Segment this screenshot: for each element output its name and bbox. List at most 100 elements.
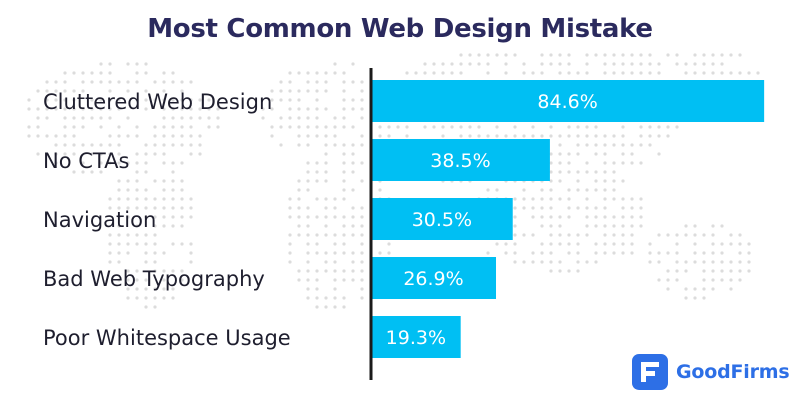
map-dot <box>126 287 130 291</box>
map-dot <box>108 197 112 201</box>
map-dot <box>351 278 355 282</box>
map-dot <box>333 71 337 75</box>
map-dot <box>63 71 67 75</box>
map-dot <box>198 143 202 147</box>
map-dot <box>657 278 661 282</box>
map-dot <box>639 53 643 57</box>
map-dot <box>360 296 364 300</box>
map-dot <box>126 197 130 201</box>
map-dot <box>279 143 283 147</box>
map-dot <box>360 98 364 102</box>
map-dot <box>27 98 31 102</box>
map-dot <box>333 233 337 237</box>
map-dot <box>549 251 553 255</box>
map-dot <box>342 107 346 111</box>
map-dot <box>360 260 364 264</box>
map-dot <box>648 143 652 147</box>
map-dot <box>504 62 508 66</box>
map-dot <box>180 215 184 219</box>
map-dot <box>513 215 517 219</box>
map-dot <box>630 143 634 147</box>
map-dot <box>171 197 175 201</box>
map-dot <box>549 206 553 210</box>
map-dot <box>99 161 103 165</box>
map-dot <box>90 152 94 156</box>
map-dot <box>162 80 166 84</box>
map-dot <box>387 251 391 255</box>
map-dot <box>603 251 607 255</box>
map-dot <box>162 89 166 93</box>
map-dot <box>576 170 580 174</box>
goodfirms-logo: GoodFirms <box>632 354 790 390</box>
map-dot <box>378 251 382 255</box>
map-dot <box>594 188 598 192</box>
map-dot <box>360 161 364 165</box>
map-dot <box>351 224 355 228</box>
map-dot <box>351 161 355 165</box>
map-dot <box>171 224 175 228</box>
map-dot <box>558 242 562 246</box>
map-dot <box>567 269 571 273</box>
map-dot <box>180 242 184 246</box>
map-dot <box>333 143 337 147</box>
map-dot <box>621 197 625 201</box>
map-dot <box>189 116 193 120</box>
map-dot <box>549 233 553 237</box>
map-dot <box>315 179 319 183</box>
map-dot <box>522 134 526 138</box>
map-dot <box>648 134 652 138</box>
map-dot <box>270 134 274 138</box>
map-dot <box>153 206 157 210</box>
map-dot <box>360 215 364 219</box>
map-dot <box>333 278 337 282</box>
map-dot <box>342 269 346 273</box>
map-dot <box>621 152 625 156</box>
map-dot <box>693 251 697 255</box>
map-dot <box>594 242 598 246</box>
map-dot <box>297 269 301 273</box>
map-dot <box>27 107 31 111</box>
map-dot <box>612 170 616 174</box>
map-dot <box>180 224 184 228</box>
map-dot <box>495 53 499 57</box>
map-dot <box>702 62 706 66</box>
map-dot <box>351 188 355 192</box>
map-dot <box>540 62 544 66</box>
map-dot <box>594 206 598 210</box>
map-dot <box>297 215 301 219</box>
map-dot <box>504 53 508 57</box>
map-dot <box>144 296 148 300</box>
map-dot <box>576 134 580 138</box>
map-dot <box>468 53 472 57</box>
map-dot <box>720 62 724 66</box>
map-dot <box>90 170 94 174</box>
map-dot <box>468 125 472 129</box>
map-dot <box>324 71 328 75</box>
map-dot <box>153 269 157 273</box>
map-dot <box>549 269 553 273</box>
map-dot <box>108 116 112 120</box>
map-dot <box>711 53 715 57</box>
category-label: Cluttered Web Design <box>43 90 272 114</box>
map-dot <box>189 143 193 147</box>
map-dot <box>342 305 346 309</box>
map-dot <box>468 134 472 138</box>
map-dot <box>288 107 292 111</box>
map-dot <box>297 89 301 93</box>
map-dot <box>351 251 355 255</box>
map-dot <box>72 71 76 75</box>
map-dot <box>639 161 643 165</box>
map-dot <box>54 143 58 147</box>
map-dot <box>540 251 544 255</box>
map-dot <box>729 71 733 75</box>
map-dot <box>63 134 67 138</box>
map-dot <box>513 134 517 138</box>
map-dot <box>729 287 733 291</box>
map-dot <box>144 206 148 210</box>
map-dot <box>108 152 112 156</box>
map-dot <box>711 233 715 237</box>
map-dot <box>531 260 535 264</box>
map-dot <box>126 251 130 255</box>
map-dot <box>117 125 121 129</box>
map-dot <box>108 107 112 111</box>
